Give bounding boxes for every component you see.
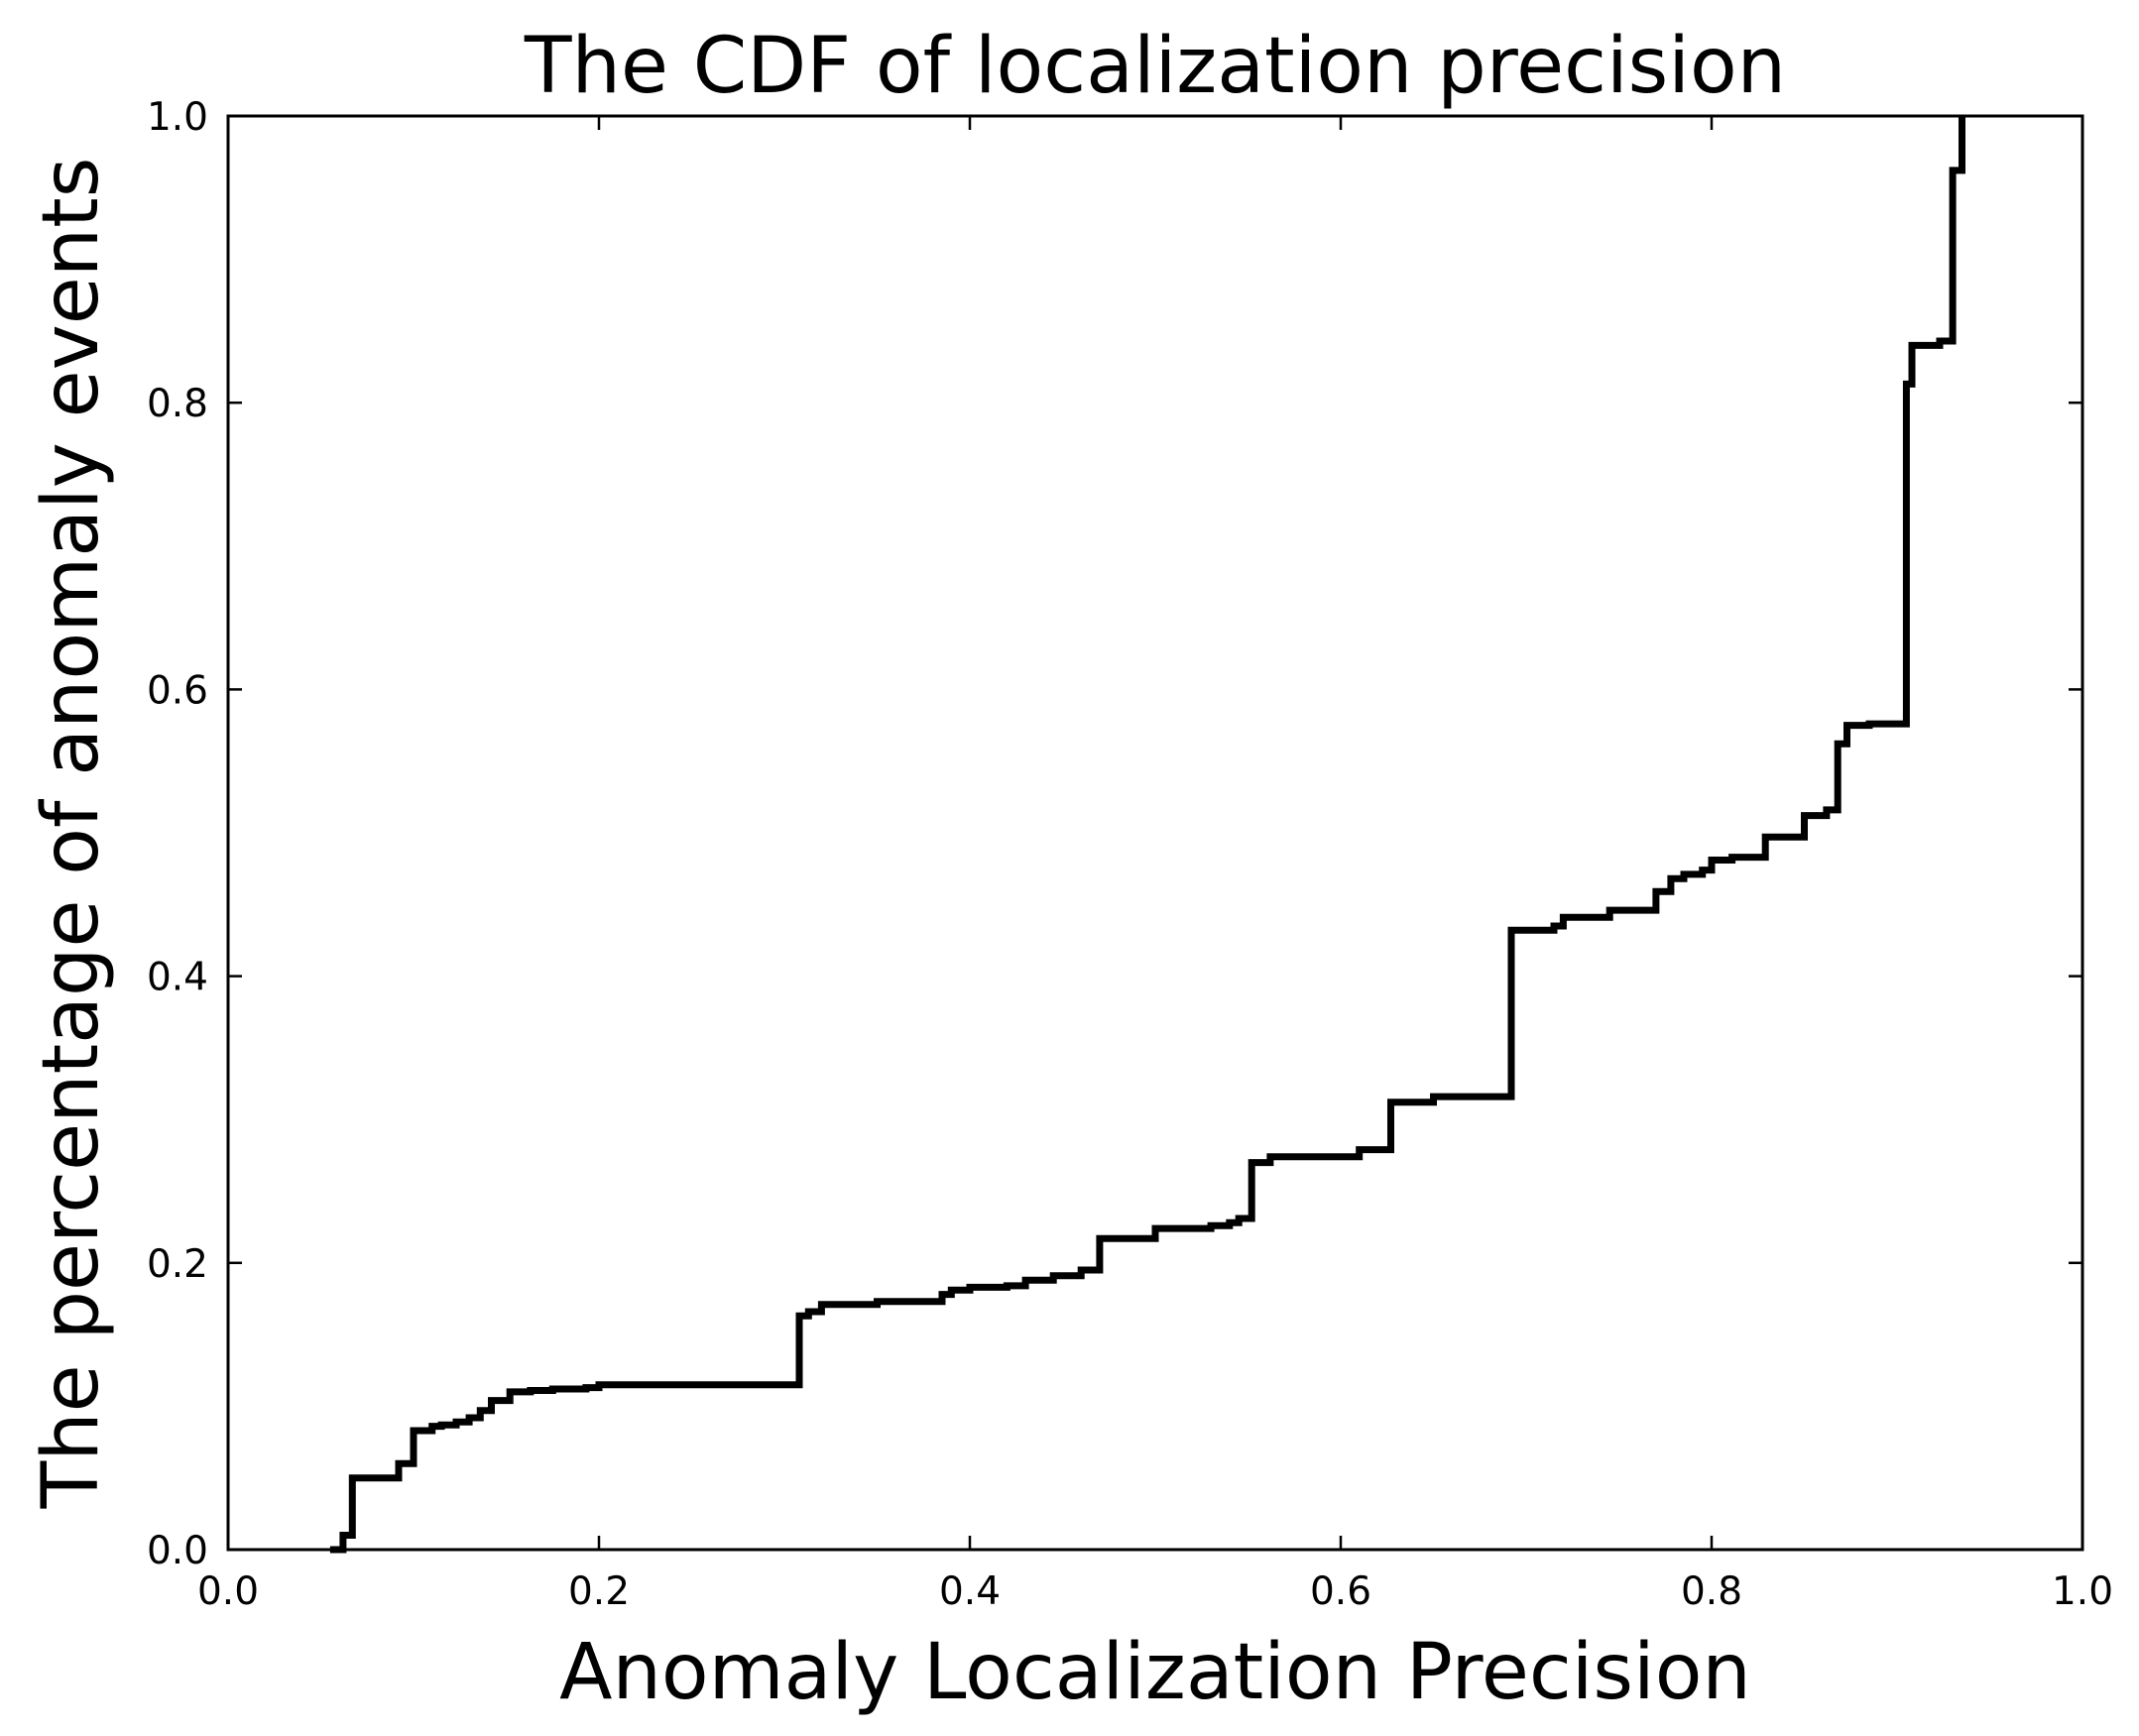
series-layer bbox=[329, 116, 1965, 1554]
x-tick-label: 1.0 bbox=[2052, 1569, 2113, 1614]
chart-title: The CDF of localization precision bbox=[524, 22, 1786, 111]
cdf-step-line bbox=[329, 116, 1965, 1554]
y-tick-label: 0.2 bbox=[147, 1242, 208, 1287]
ticks-layer: 0.0 0.2 0.4 0.6 0.8 1.0 0.0 0.2 0.4 0.6 0.8 1.0 bbox=[147, 95, 2113, 1614]
y-axis-label: The percentage of anomaly events bbox=[27, 158, 116, 1510]
y-tick-label: 0.4 bbox=[147, 956, 208, 1000]
x-tick-label: 0.2 bbox=[568, 1569, 630, 1614]
y-tick-label: 0.0 bbox=[147, 1529, 208, 1573]
x-tick-label: 0.4 bbox=[939, 1569, 1001, 1614]
y-tick-label: 1.0 bbox=[147, 95, 208, 140]
x-tick-label: 0.0 bbox=[197, 1569, 259, 1614]
y-tick-label: 0.6 bbox=[147, 668, 208, 713]
x-tick-label: 0.6 bbox=[1310, 1569, 1371, 1614]
x-axis-label: Anomaly Localization Precision bbox=[559, 1628, 1751, 1717]
y-tick-label: 0.8 bbox=[147, 382, 208, 426]
plot-area-frame bbox=[226, 114, 2084, 1552]
x-tick-label: 0.8 bbox=[1681, 1569, 1742, 1614]
